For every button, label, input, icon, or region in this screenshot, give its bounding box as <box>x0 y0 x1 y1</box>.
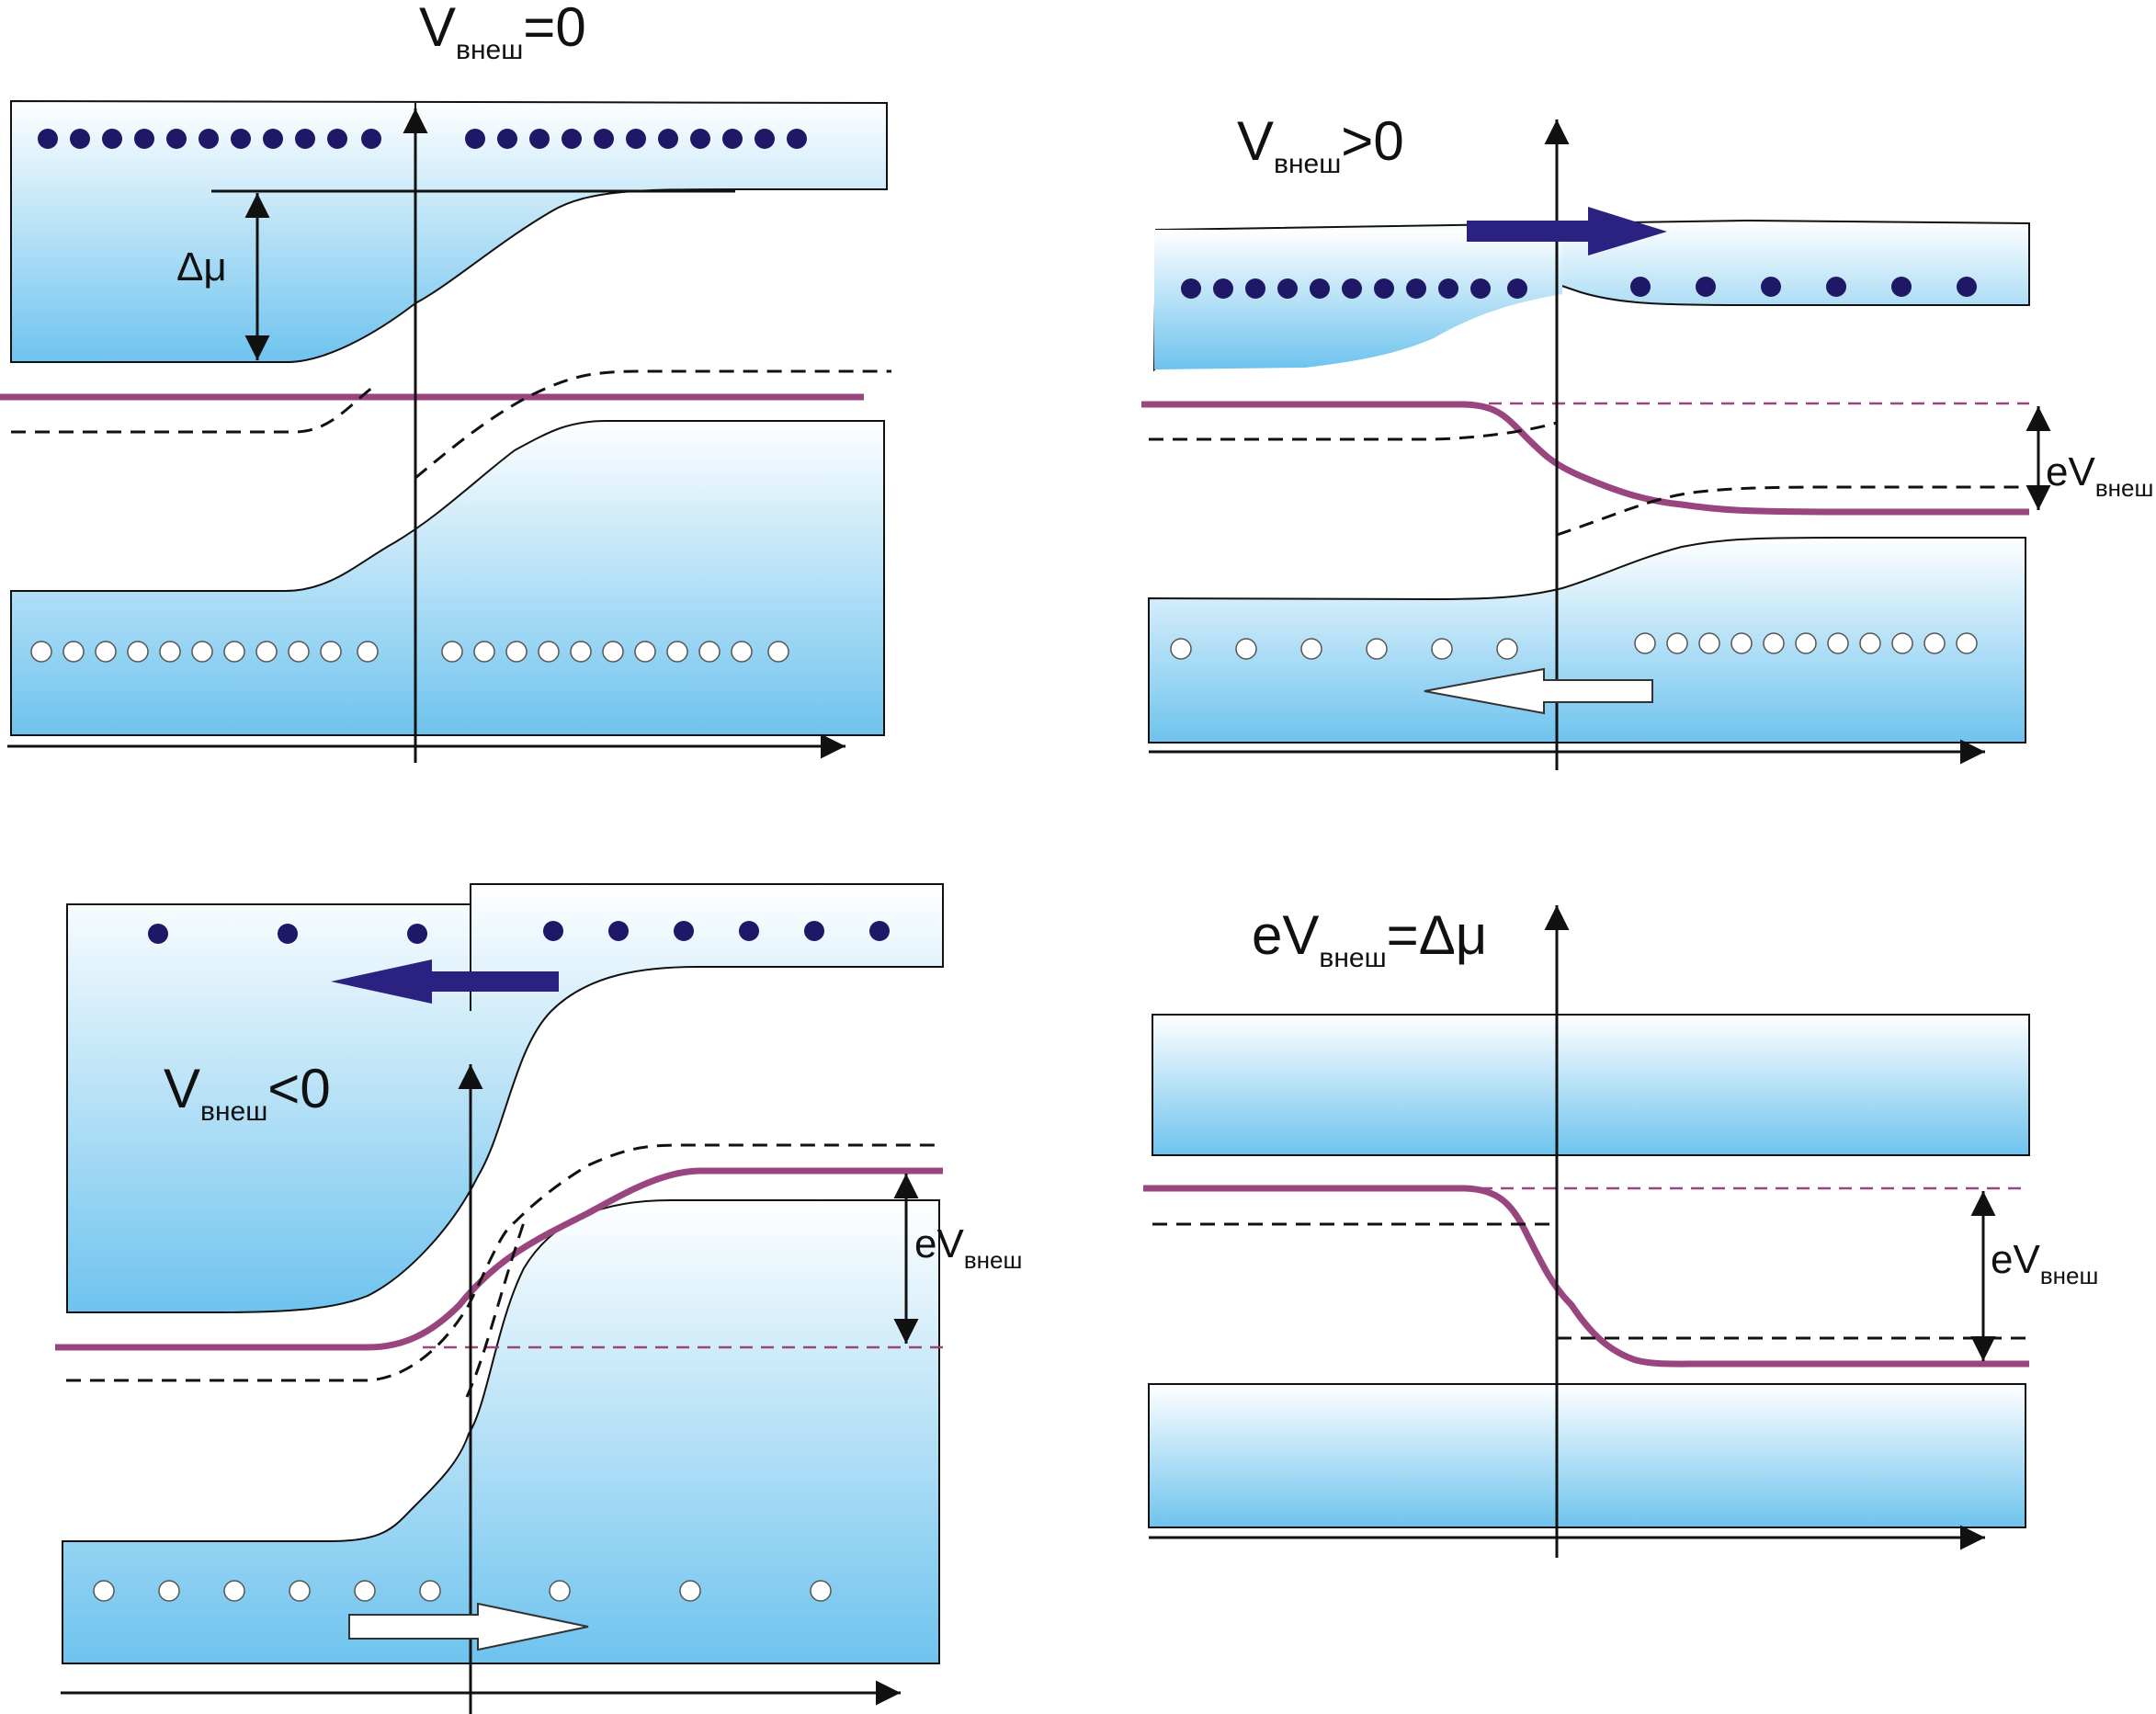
panel-equilibrium: Δμ Vвнеш=0 <box>0 0 891 763</box>
conduction-band-fill-fix <box>1154 230 1562 369</box>
intrinsic-level-left <box>1149 421 1558 441</box>
panel-title: Vвнеш>0 <box>1237 110 1404 179</box>
fermi-level <box>55 1167 943 1351</box>
electrons <box>38 129 807 149</box>
hole-current-arrow <box>348 1602 589 1652</box>
intrinsic-level-right <box>1556 485 2029 537</box>
valence-band <box>1148 537 2026 743</box>
delta-mu-label: Δμ <box>176 244 227 289</box>
hole-current-arrow <box>1424 667 1653 715</box>
intrinsic-level-2 <box>465 1221 526 1398</box>
panel-reverse: eVвнеш Vвнеш<0 <box>55 883 1022 1714</box>
conduction-band <box>66 883 944 1313</box>
fermi-level-n <box>1141 401 2029 516</box>
panel-forward: eVвнеш Vвнеш>0 <box>1141 110 2153 770</box>
electrons <box>1181 277 1977 299</box>
electron-current-arrow <box>331 959 559 1004</box>
fermi-level <box>1143 1185 2029 1368</box>
holes <box>30 641 789 663</box>
panel-title: eVвнеш=Δμ <box>1252 904 1487 973</box>
intrinsic-level-1 <box>66 1143 943 1382</box>
panel-title: Vвнеш<0 <box>164 1058 331 1127</box>
conduction-band <box>1152 1014 2030 1156</box>
ev-label: eVвнеш <box>1991 1237 2098 1289</box>
panel-flat-band: eVвнеш eVвнеш=Δμ <box>1143 904 2098 1558</box>
valence-band <box>1148 1383 2026 1528</box>
ev-label: eVвнеш <box>914 1221 1022 1274</box>
panel-title: Vвнеш=0 <box>419 0 586 65</box>
intrinsic-level-right <box>414 369 891 480</box>
holes <box>1170 632 1978 660</box>
intrinsic-level-left <box>11 382 378 434</box>
ev-label: eVвнеш <box>2046 449 2153 502</box>
holes <box>93 1580 832 1602</box>
electron-current-arrow <box>1467 207 1667 255</box>
valence-band <box>10 420 885 736</box>
electrons <box>148 921 890 944</box>
